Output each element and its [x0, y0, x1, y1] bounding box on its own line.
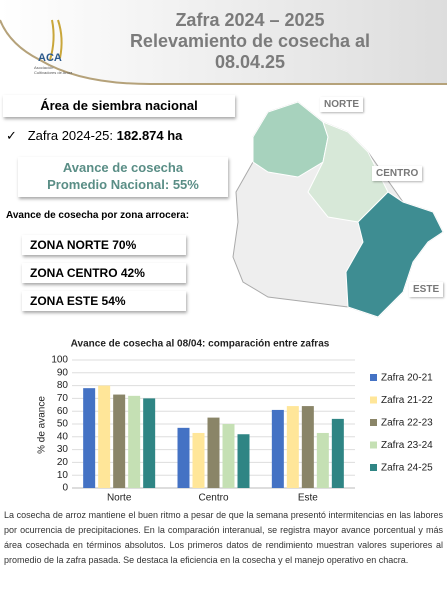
y-axis-label: % de avance [37, 396, 48, 454]
progress-box: Avance de cosecha Promedio Nacional: 55% [18, 157, 228, 197]
area-label: Zafra 2024-25: [27, 128, 114, 143]
legend-swatch [370, 396, 377, 404]
zones-heading: Avance de cosecha por zona arrocera: [6, 210, 190, 221]
title-line: Zafra 2024 – 2025 [175, 10, 325, 30]
bar [192, 432, 205, 488]
legend-label: Zafra 20-21 [381, 373, 433, 384]
bar [177, 427, 190, 488]
chart: Avance de cosecha al 08/04: comparación … [37, 339, 433, 504]
y-tick-label: 40 [57, 431, 69, 442]
bar [237, 434, 250, 488]
y-tick-label: 70 [57, 393, 69, 404]
progress-line: Promedio Nacional: 55% [47, 177, 199, 192]
logo: ACA [38, 52, 62, 64]
bar [316, 432, 329, 488]
legend-label: Zafra 22-23 [381, 418, 433, 429]
bar [286, 406, 299, 488]
legend-swatch [370, 441, 377, 449]
bar [98, 385, 111, 488]
x-tick-label: Este [298, 493, 318, 504]
bar [143, 398, 156, 488]
y-tick-label: 10 [57, 470, 69, 481]
area-line: ✓ Zafra 2024-25: 182.874 ha [6, 128, 183, 143]
legend-label: Zafra 23-24 [381, 440, 433, 451]
y-tick-label: 60 [57, 406, 69, 417]
legend-swatch [370, 419, 377, 426]
chart-title: Avance de cosecha al 08/04: comparación … [71, 339, 330, 350]
title-line: 08.04.25 [214, 52, 286, 72]
progress-line: Avance de cosecha [62, 160, 184, 175]
bar [207, 417, 220, 488]
bar [83, 388, 96, 488]
bar [128, 395, 141, 488]
bar [331, 418, 344, 488]
bar [301, 406, 314, 488]
map-label: ESTE [409, 282, 444, 297]
zone: ZONA CENTRO 42% [22, 263, 186, 283]
bar [113, 394, 126, 488]
logo-subtitle: Asociación Cultivadores de Arroz [34, 65, 73, 75]
legend-swatch [370, 374, 377, 381]
area-value: 182.874 ha [116, 128, 183, 143]
zone: ZONA NORTE 70% [22, 235, 186, 255]
y-tick-label: 0 [62, 483, 68, 494]
bar [271, 409, 284, 488]
y-tick-label: 80 [57, 380, 69, 391]
legend-label: Zafra 24-25 [381, 463, 433, 474]
map-label: NORTE [320, 97, 363, 112]
y-tick-label: 90 [57, 367, 69, 378]
footer-text: La cosecha de arroz mantiene el buen rit… [4, 510, 443, 565]
map-label: CENTRO [372, 166, 423, 181]
y-tick-label: 50 [57, 419, 69, 430]
legend-swatch [370, 464, 377, 471]
legend-label: Zafra 21-22 [381, 395, 433, 406]
x-tick-label: Centro [198, 493, 228, 504]
y-tick-label: 20 [57, 457, 69, 468]
zone: ZONA ESTE 54% [22, 291, 186, 311]
bar [222, 424, 235, 488]
y-tick-label: 100 [51, 355, 68, 366]
y-tick-label: 30 [57, 444, 69, 455]
area-heading: Área de siembra nacional [3, 95, 235, 117]
header-bg [0, 0, 447, 85]
x-tick-label: Norte [107, 493, 132, 504]
title-line: Relevamiento de cosecha al [129, 31, 371, 51]
map [232, 101, 444, 318]
title: Zafra 2024 – 2025 Relevamiento de cosech… [100, 10, 400, 73]
